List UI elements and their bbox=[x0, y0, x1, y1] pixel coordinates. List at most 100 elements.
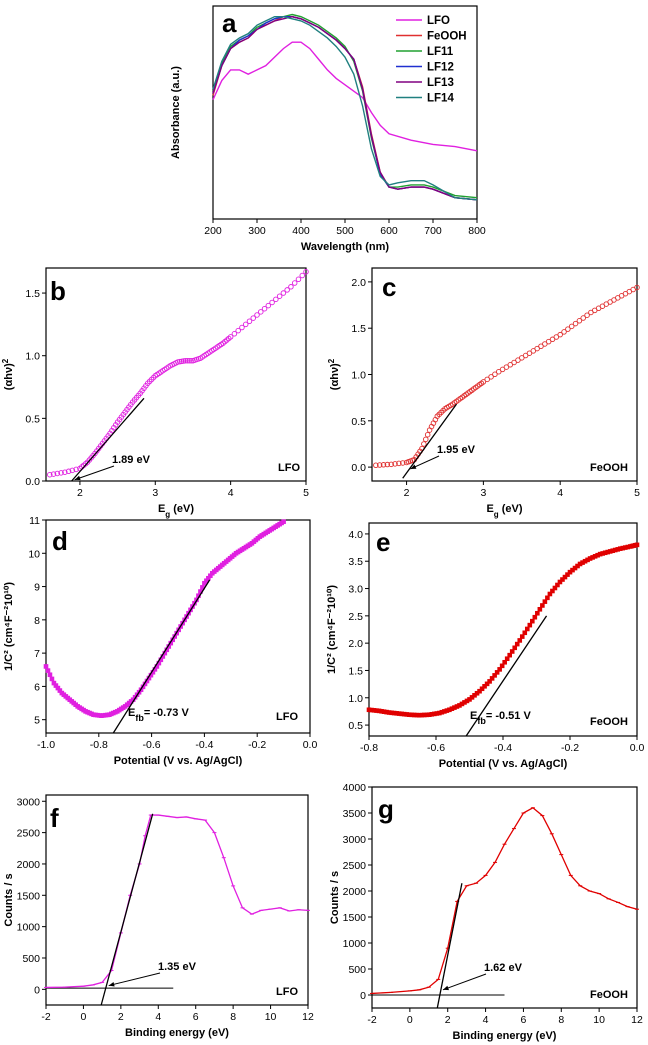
sample-tag: FeOOH bbox=[590, 716, 628, 728]
data-point bbox=[198, 589, 203, 594]
plot-frame bbox=[45, 794, 309, 1006]
y-tick-label: 2000 bbox=[343, 886, 367, 898]
data-point bbox=[522, 630, 528, 636]
fit-line bbox=[436, 883, 463, 1009]
data-point bbox=[269, 299, 275, 306]
data-point bbox=[469, 695, 475, 700]
x-tick-label: -0.6 bbox=[143, 739, 161, 751]
x-axis-title-sub: g bbox=[165, 510, 170, 519]
data-point bbox=[69, 467, 76, 474]
y-axis-title: (αhν)2 bbox=[1, 358, 16, 390]
data-point bbox=[369, 707, 374, 713]
data-point bbox=[281, 519, 286, 524]
data-point bbox=[590, 555, 595, 560]
data-point bbox=[376, 462, 383, 468]
y-tick-label: 3.0 bbox=[348, 584, 363, 596]
data-point bbox=[527, 622, 533, 628]
y-tick-label: 8 bbox=[34, 615, 40, 627]
data-point bbox=[552, 585, 558, 591]
data-point bbox=[261, 305, 268, 312]
data-point bbox=[567, 569, 573, 575]
data-point bbox=[572, 565, 578, 571]
fit-line bbox=[71, 397, 145, 482]
data-point bbox=[507, 362, 514, 368]
series-line-LF13 bbox=[212, 15, 478, 201]
data-point bbox=[497, 667, 502, 672]
data-point bbox=[45, 668, 51, 673]
data-point bbox=[204, 578, 209, 584]
data-point bbox=[622, 545, 628, 550]
data-point bbox=[142, 681, 148, 687]
y-tick-label: 0.5 bbox=[25, 413, 40, 425]
data-point bbox=[507, 652, 512, 658]
data-point bbox=[366, 707, 372, 713]
y-tick-label: 7 bbox=[34, 648, 40, 660]
data-point bbox=[545, 338, 552, 345]
x-tick-label: -2 bbox=[367, 1014, 376, 1026]
data-point bbox=[575, 563, 580, 569]
y-tick-label: 4.0 bbox=[348, 529, 363, 541]
data-point bbox=[421, 712, 427, 718]
data-point bbox=[452, 705, 457, 710]
data-point bbox=[184, 357, 191, 364]
x-tick-label: 300 bbox=[248, 225, 266, 237]
x-tick-label: 4 bbox=[483, 1014, 489, 1026]
data-point bbox=[537, 606, 543, 612]
x-tick-label: 6 bbox=[521, 1014, 527, 1026]
data-point bbox=[519, 634, 525, 639]
data-point bbox=[65, 468, 72, 475]
data-point bbox=[186, 357, 192, 364]
data-point bbox=[299, 272, 305, 279]
fit-line bbox=[402, 403, 458, 479]
data-point bbox=[371, 708, 377, 713]
x-tick-label: 8 bbox=[558, 1014, 564, 1026]
data-point bbox=[58, 470, 64, 476]
data-point bbox=[502, 659, 507, 665]
y-tick-label: 1.0 bbox=[351, 370, 366, 382]
x-tick-label: 12 bbox=[631, 1014, 643, 1026]
data-point bbox=[467, 697, 472, 702]
y-axis-title: Absorbance (a.u.) bbox=[170, 66, 182, 159]
panel-a: 200 300 400 500 600 700 800 Wavelength (nm) Abso… bbox=[170, 5, 486, 253]
data-point bbox=[549, 336, 556, 343]
x-axis-title: Potential (V vs. Ag/AgCl) bbox=[439, 758, 568, 770]
data-point bbox=[570, 567, 575, 573]
data-point bbox=[557, 331, 563, 338]
data-point bbox=[524, 626, 530, 632]
data-line bbox=[45, 814, 309, 989]
annotation-label: Efb= -0.51 V bbox=[470, 710, 531, 726]
x-axis-title: Wavelength (nm) bbox=[301, 241, 390, 253]
annotation-arrowhead bbox=[410, 464, 417, 469]
y-axis-title-sup: 2 bbox=[327, 358, 336, 363]
y-tick-label: 3500 bbox=[343, 808, 367, 820]
data-point bbox=[208, 573, 213, 579]
data-point bbox=[482, 684, 487, 689]
data-point bbox=[399, 711, 404, 717]
data-point bbox=[545, 595, 550, 601]
series-line-FeOOH bbox=[212, 15, 478, 201]
data-point bbox=[202, 580, 207, 586]
data-point bbox=[394, 711, 399, 716]
data-point bbox=[597, 551, 603, 557]
x-tick-label: 6 bbox=[193, 1011, 199, 1023]
data-point bbox=[542, 341, 548, 347]
annotation-prefix: E bbox=[128, 707, 135, 719]
y-tick-label: 2.5 bbox=[348, 611, 363, 623]
annotation-sub: fb bbox=[135, 713, 144, 723]
data-point bbox=[411, 712, 417, 718]
x-tick-label: 0.0 bbox=[303, 739, 318, 751]
y-tick-label: 3.5 bbox=[348, 556, 363, 568]
annotation-label: 1.35 eV bbox=[158, 961, 197, 973]
x-tick-label: -0.8 bbox=[360, 742, 378, 754]
sample-tag: FeOOH bbox=[590, 462, 628, 474]
data-point bbox=[479, 686, 485, 692]
panel-c: 2 3 4 5 0.0 0.5 1.0 1.5 2.0 Eg (eV) (αhν)2 c 1.95 eV… bbox=[327, 267, 640, 519]
sample-tag: LFO bbox=[278, 462, 300, 474]
data-point bbox=[553, 334, 560, 340]
data-point bbox=[73, 466, 79, 473]
x-tick-label: 600 bbox=[380, 225, 398, 237]
annotation-label: 1.89 eV bbox=[112, 454, 151, 466]
annotation-arrow bbox=[74, 465, 115, 481]
annotation-value: = -0.73 V bbox=[144, 707, 190, 719]
